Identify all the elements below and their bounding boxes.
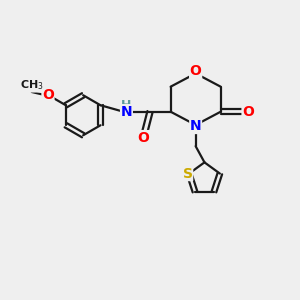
Text: O: O — [137, 130, 149, 145]
Text: N: N — [190, 119, 202, 134]
Text: O: O — [42, 88, 54, 102]
Text: S: S — [183, 167, 193, 181]
Text: O: O — [242, 105, 254, 119]
Text: N: N — [121, 105, 132, 119]
Text: CH$_3$: CH$_3$ — [20, 78, 44, 92]
Text: O: O — [190, 64, 202, 78]
Text: H: H — [121, 99, 132, 112]
